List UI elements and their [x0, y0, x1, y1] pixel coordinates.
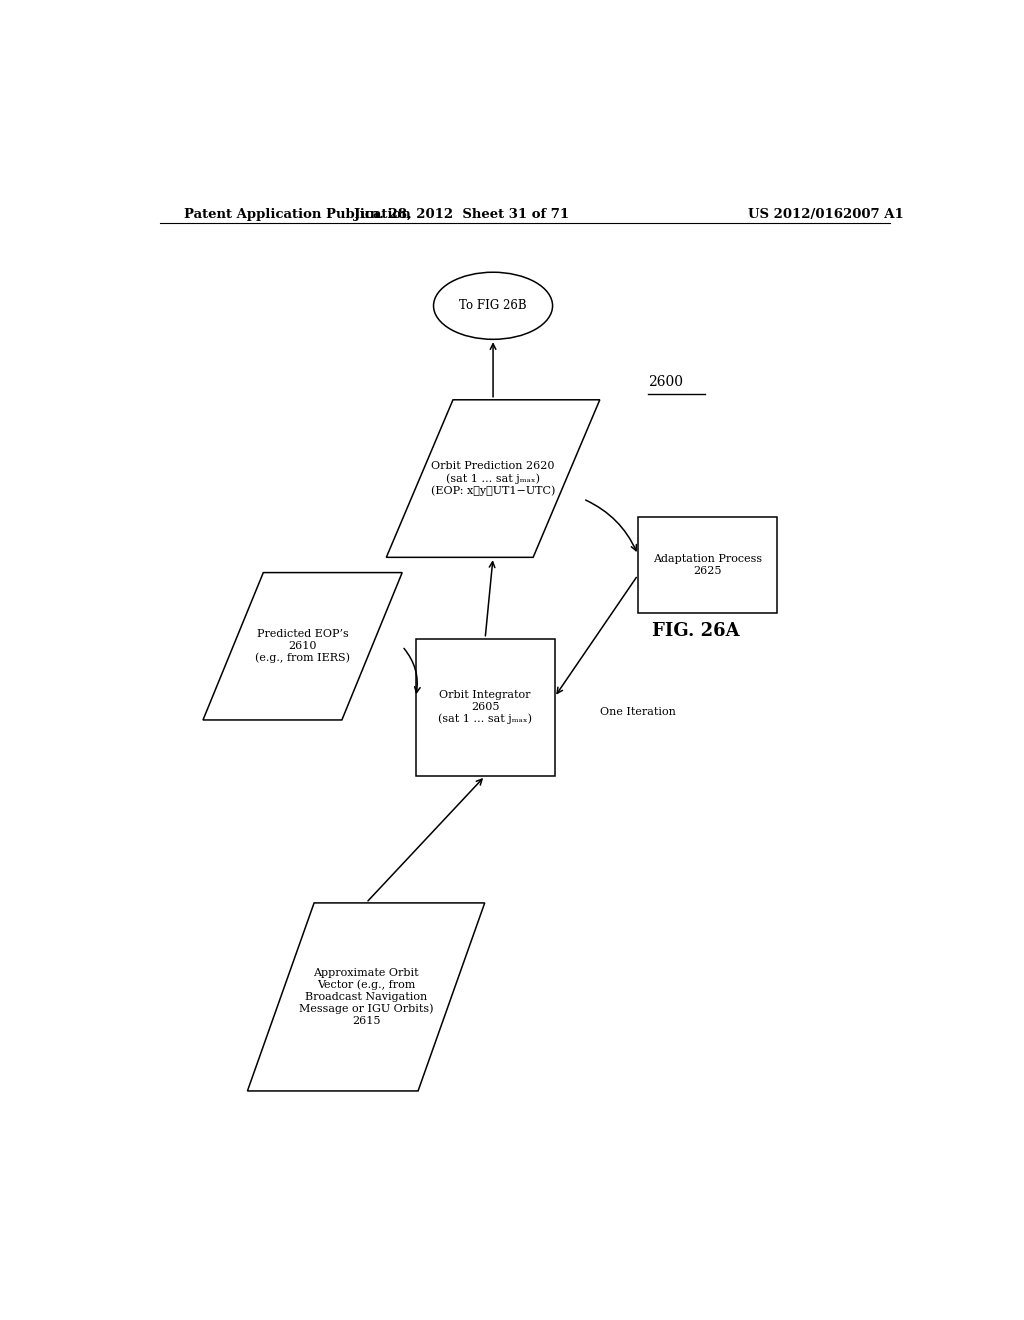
Text: Orbit Integrator
2605
(sat 1 … sat jₘₐₓ): Orbit Integrator 2605 (sat 1 … sat jₘₐₓ) — [438, 690, 532, 725]
Text: Approximate Orbit
Vector (e.g., from
Broadcast Navigation
Message or IGU Orbits): Approximate Orbit Vector (e.g., from Bro… — [299, 968, 433, 1026]
Ellipse shape — [433, 272, 553, 339]
Polygon shape — [386, 400, 600, 557]
Bar — [416, 639, 555, 776]
Text: Predicted EOP’s
2610
(e.g., from IERS): Predicted EOP’s 2610 (e.g., from IERS) — [255, 630, 350, 663]
Bar — [638, 516, 777, 614]
Polygon shape — [203, 573, 402, 719]
Text: To FIG 26B: To FIG 26B — [459, 300, 527, 313]
Text: Orbit Prediction 2620
(sat 1 … sat jₘₐₓ)
(EOP: x₝y₝UT1−UTC): Orbit Prediction 2620 (sat 1 … sat jₘₐₓ)… — [431, 461, 555, 496]
Text: Patent Application Publication: Patent Application Publication — [183, 207, 411, 220]
Text: FIG. 26A: FIG. 26A — [652, 622, 739, 640]
Text: US 2012/0162007 A1: US 2012/0162007 A1 — [749, 207, 904, 220]
Text: One Iteration: One Iteration — [600, 708, 676, 717]
Polygon shape — [248, 903, 484, 1090]
Text: Jun. 28, 2012  Sheet 31 of 71: Jun. 28, 2012 Sheet 31 of 71 — [353, 207, 569, 220]
Text: Adaptation Process
2625: Adaptation Process 2625 — [652, 554, 762, 576]
Text: 2600: 2600 — [648, 375, 683, 389]
